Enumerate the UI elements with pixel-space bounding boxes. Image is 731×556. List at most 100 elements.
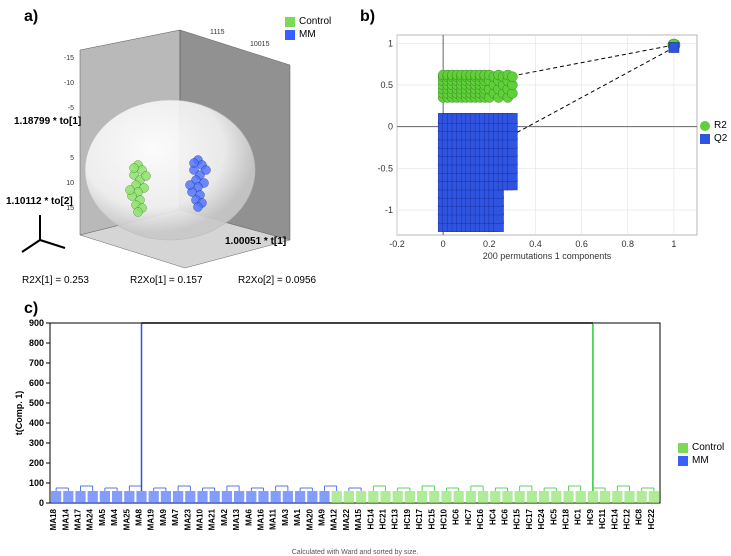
svg-text:HC11: HC11 bbox=[598, 508, 607, 529]
svg-text:MA24: MA24 bbox=[86, 508, 95, 530]
svg-text:-0.5: -0.5 bbox=[377, 163, 393, 173]
leaf-bar bbox=[344, 491, 354, 503]
panel-c-label: c) bbox=[24, 300, 38, 318]
leaf-bar bbox=[515, 491, 525, 503]
leaf-bar bbox=[441, 491, 451, 503]
stat-r2xo2: R2Xo[2] = 0.0956 bbox=[238, 275, 316, 286]
leaf-bar bbox=[466, 491, 476, 503]
leaf-bar bbox=[112, 491, 122, 503]
svg-text:Calculated with Ward and sorte: Calculated with Ward and sorted by size. bbox=[292, 549, 419, 556]
svg-text:600: 600 bbox=[29, 378, 44, 388]
svg-text:HC19: HC19 bbox=[403, 508, 412, 529]
leaf-bar bbox=[563, 491, 573, 503]
leaf-bar bbox=[600, 491, 610, 503]
svg-text:-10: -10 bbox=[64, 80, 74, 87]
leaf-bar bbox=[429, 491, 439, 503]
leaf-bar bbox=[210, 491, 220, 503]
leaf-bar bbox=[380, 491, 390, 503]
svg-text:1115: 1115 bbox=[210, 29, 225, 36]
svg-text:100: 100 bbox=[29, 478, 44, 488]
leaf-bar bbox=[271, 491, 281, 503]
svg-text:HC12: HC12 bbox=[623, 508, 632, 529]
axis-a-right: 1.00051 * t[1] bbox=[225, 236, 286, 247]
svg-text:0.6: 0.6 bbox=[575, 239, 588, 249]
svg-text:0: 0 bbox=[39, 498, 44, 508]
svg-text:HC16: HC16 bbox=[476, 508, 485, 529]
svg-text:HC17: HC17 bbox=[525, 508, 534, 529]
panel-c-dendrogram: 0100200300400500600700800900t(Comp. 1)MA… bbox=[10, 318, 720, 556]
svg-text:-1: -1 bbox=[385, 205, 393, 215]
svg-text:MA8: MA8 bbox=[135, 508, 144, 525]
svg-text:HC17: HC17 bbox=[415, 508, 424, 529]
leaf-bar bbox=[161, 491, 171, 503]
panel-c-legend: ControlMM bbox=[678, 442, 724, 468]
leaf-bar bbox=[136, 491, 146, 503]
panel-b-permutation-plot: -1-0.500.51-0.200.20.40.60.81200 permuta… bbox=[372, 25, 717, 265]
leaf-bar bbox=[490, 491, 500, 503]
panel-b-legend: R2Q2 bbox=[700, 120, 727, 146]
score-point-control bbox=[130, 164, 139, 173]
legend-item: R2 bbox=[700, 120, 727, 131]
legend-item: Control bbox=[678, 442, 724, 453]
leaf-bar bbox=[612, 491, 622, 503]
svg-text:500: 500 bbox=[29, 398, 44, 408]
svg-text:0: 0 bbox=[388, 122, 393, 132]
svg-text:HC14: HC14 bbox=[610, 508, 619, 529]
svg-text:HC4: HC4 bbox=[488, 508, 497, 525]
svg-text:HC9: HC9 bbox=[586, 508, 595, 525]
perm-r2-point bbox=[507, 72, 517, 82]
svg-text:0.5: 0.5 bbox=[380, 80, 393, 90]
svg-text:200: 200 bbox=[29, 458, 44, 468]
svg-text:MA15: MA15 bbox=[354, 508, 363, 530]
leaf-bar bbox=[100, 491, 110, 503]
svg-text:HC18: HC18 bbox=[562, 508, 571, 529]
leaf-bar bbox=[234, 491, 244, 503]
svg-text:MA2: MA2 bbox=[220, 508, 229, 525]
svg-text:0.2: 0.2 bbox=[483, 239, 496, 249]
svg-text:800: 800 bbox=[29, 338, 44, 348]
svg-text:HC1: HC1 bbox=[574, 508, 583, 525]
perm-q2-point bbox=[507, 113, 517, 123]
svg-text:HC5: HC5 bbox=[549, 508, 558, 525]
svg-text:MA1: MA1 bbox=[293, 508, 302, 525]
stat-r2xo1: R2Xo[1] = 0.157 bbox=[130, 275, 203, 286]
svg-text:MA22: MA22 bbox=[342, 508, 351, 530]
svg-text:MA16: MA16 bbox=[257, 508, 266, 530]
svg-text:MA17: MA17 bbox=[74, 508, 83, 530]
leaf-bar bbox=[75, 491, 85, 503]
svg-text:0.4: 0.4 bbox=[529, 239, 542, 249]
leaf-bar bbox=[63, 491, 73, 503]
svg-text:MA23: MA23 bbox=[183, 508, 192, 530]
svg-text:HC6: HC6 bbox=[452, 508, 461, 525]
svg-text:MA19: MA19 bbox=[147, 508, 156, 530]
svg-text:HC24: HC24 bbox=[537, 508, 546, 529]
leaf-bar bbox=[197, 491, 207, 503]
svg-text:HC22: HC22 bbox=[647, 508, 656, 529]
svg-text:MA9: MA9 bbox=[159, 508, 168, 525]
svg-text:MA14: MA14 bbox=[61, 508, 70, 530]
leaf-bar bbox=[527, 491, 537, 503]
score-point-control bbox=[134, 208, 143, 217]
leaf-bar bbox=[502, 491, 512, 503]
leaf-bar bbox=[246, 491, 256, 503]
svg-text:300: 300 bbox=[29, 438, 44, 448]
leaf-bar bbox=[576, 491, 586, 503]
svg-text:MA13: MA13 bbox=[232, 508, 241, 530]
svg-text:HC15: HC15 bbox=[427, 508, 436, 529]
svg-text:HC13: HC13 bbox=[391, 508, 400, 529]
leaf-bar bbox=[307, 491, 317, 503]
legend-item: Q2 bbox=[700, 133, 727, 144]
svg-text:400: 400 bbox=[29, 418, 44, 428]
leaf-bar bbox=[417, 491, 427, 503]
leaf-bar bbox=[283, 491, 293, 503]
svg-text:-15: -15 bbox=[64, 55, 74, 62]
leaf-bar bbox=[356, 491, 366, 503]
svg-text:MA7: MA7 bbox=[171, 508, 180, 525]
leaf-bar bbox=[149, 491, 159, 503]
score-point-mm bbox=[202, 166, 211, 175]
svg-text:HC6: HC6 bbox=[501, 508, 510, 525]
svg-text:MA6: MA6 bbox=[244, 508, 253, 525]
leaf-bar bbox=[405, 491, 415, 503]
panel-b-label: b) bbox=[360, 8, 375, 26]
axis-a-left-top: 1.18799 * to[1] bbox=[14, 116, 81, 127]
